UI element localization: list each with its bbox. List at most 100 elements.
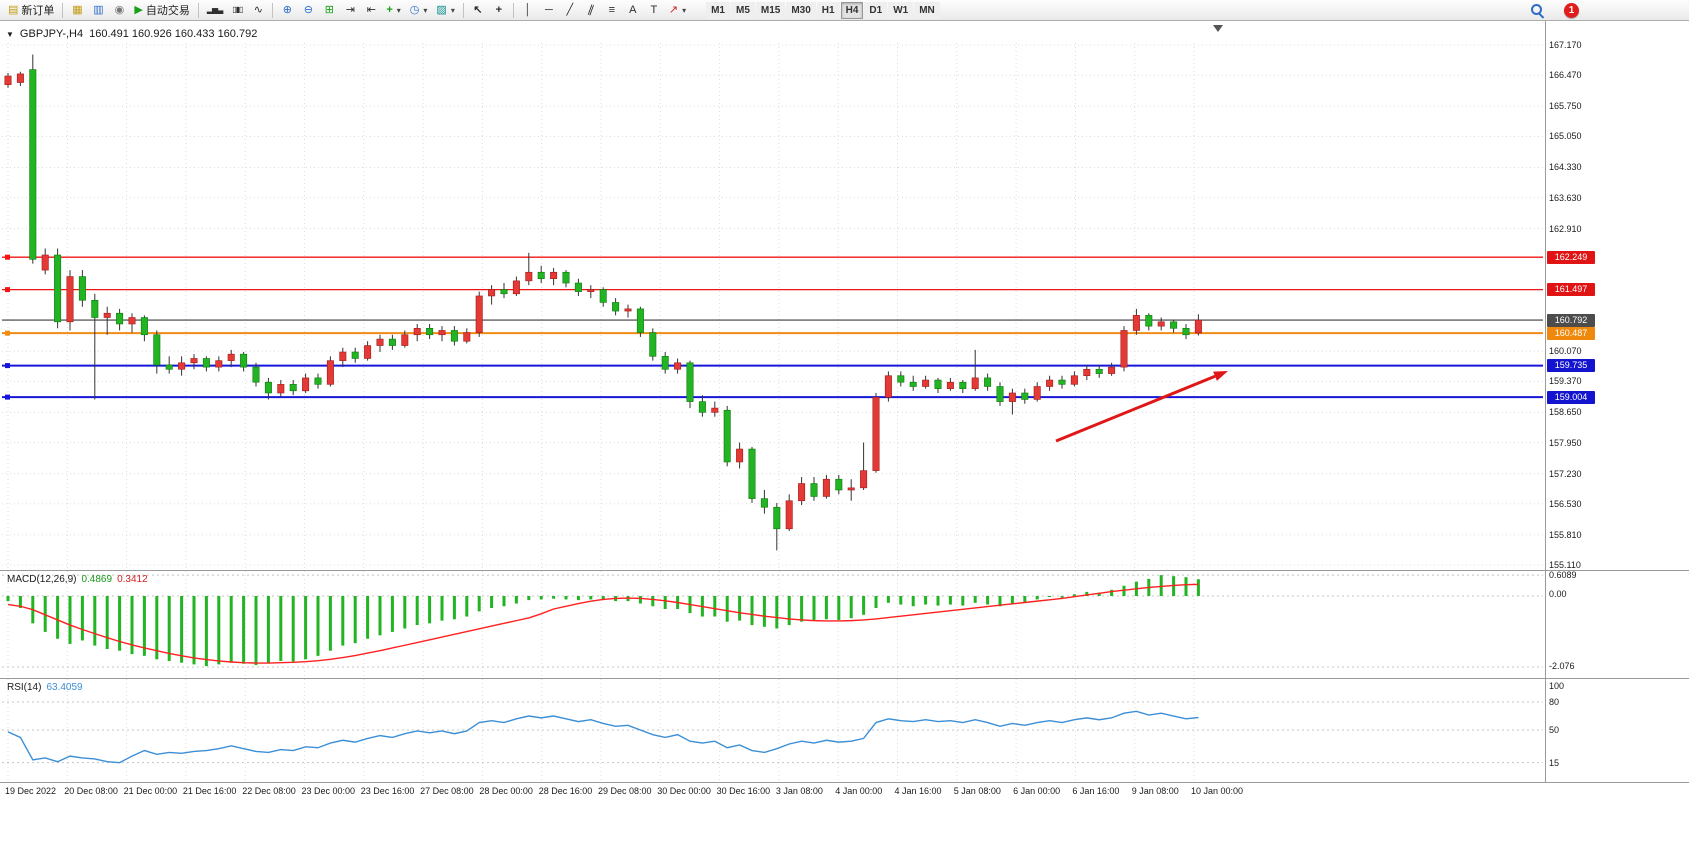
price-tick-label: 157.950 — [1549, 437, 1582, 448]
periods-button[interactable]: ◷ ▾ — [406, 1, 432, 19]
time-label: 19 Dec 2022 — [5, 786, 57, 796]
price-tick-label: 160.070 — [1549, 346, 1582, 357]
time-label: 30 Dec 16:00 — [716, 786, 771, 796]
price-tick-label: 162.910 — [1549, 223, 1582, 234]
channel-icon: ∥ — [586, 2, 596, 17]
line-chart-icon: ∿ — [253, 3, 263, 16]
timeframe-w1[interactable]: W1 — [888, 1, 914, 19]
time-label: 22 Dec 08:00 — [242, 786, 296, 796]
zoom-in-icon: ⊕ — [282, 3, 292, 16]
notification-badge[interactable]: 1 — [1564, 2, 1579, 18]
time-label: 9 Jan 08:00 — [1131, 786, 1179, 796]
grid — [2, 43, 1543, 569]
arrows-icon: ↗ — [668, 3, 679, 16]
timeframe-mn[interactable]: MN — [914, 1, 940, 19]
arrows-tool-button[interactable]: ↗ ▾ — [665, 1, 690, 19]
time-label: 4 Jan 00:00 — [835, 786, 883, 796]
zoom-out-icon: ⊖ — [303, 3, 313, 16]
timeframe-m30[interactable]: M30 — [786, 1, 816, 19]
chart-symbol-title: GBPJPY-,H4 — [19, 28, 84, 40]
zoom-in-button[interactable]: ⊕ — [277, 1, 297, 19]
price-tick-label: 164.330 — [1549, 162, 1582, 173]
horizontal-line-tool-button[interactable]: ─ — [539, 1, 559, 19]
auto-scroll-button[interactable]: ⇥ — [340, 1, 360, 19]
candles — [4, 54, 1202, 551]
search-button[interactable] — [1527, 1, 1548, 19]
chart-shift-button[interactable]: ⇤ — [361, 1, 381, 19]
price-tick-label: 165.050 — [1549, 131, 1582, 142]
time-label: 5 Jan 08:00 — [953, 786, 1001, 796]
label-tool-button[interactable]: T — [644, 1, 664, 19]
time-label: 28 Dec 16:00 — [538, 786, 593, 796]
terminal-button[interactable]: ◉ — [109, 1, 129, 19]
timeframe-d1[interactable]: D1 — [864, 1, 888, 19]
macd-label: MACD(12,26,9) 0.4869 0.3412 — [7, 574, 148, 585]
time-axis[interactable]: 19 Dec 2022 20 Dec 08:00 21 Dec 00:00 21 De… — [0, 783, 1689, 803]
toolbar-separator — [62, 2, 64, 18]
timeframe-m1[interactable]: M1 — [706, 1, 730, 19]
rsi-axis-label: 80 — [1549, 697, 1560, 707]
market-watch-button[interactable]: ▦ — [67, 1, 87, 19]
price-tick-label: 166.470 — [1549, 70, 1582, 81]
price-tick-label: 165.750 — [1549, 101, 1582, 112]
chevron-down-icon: ▾ — [450, 5, 455, 15]
rsi-value: 63.4059 — [46, 682, 83, 693]
price-badge: 159.735 — [1547, 359, 1595, 373]
time-label: 23 Dec 00:00 — [301, 786, 356, 796]
chart-shift-icon: ⇤ — [366, 3, 376, 16]
label-icon: T — [650, 3, 658, 16]
vertical-line-icon: │ — [524, 3, 532, 16]
periods-icon: ◷ — [409, 3, 420, 16]
trendline-tool-button[interactable]: ╱ — [560, 1, 580, 19]
new-order-button[interactable]: ▤ 新订单 — [4, 1, 58, 19]
cursor-icon: ↖ — [473, 3, 483, 16]
rsi-panel[interactable] — [0, 679, 1545, 783]
toolbar-separator — [462, 2, 464, 18]
data-window-button[interactable]: ▥ — [88, 1, 108, 19]
line-chart-button[interactable]: ∿ — [248, 1, 268, 19]
toolbar-separator — [272, 2, 274, 18]
terminal-icon: ◉ — [114, 3, 125, 16]
fibonacci-icon: ≡ — [608, 3, 616, 16]
fibonacci-tool-button[interactable]: ≡ — [602, 1, 622, 19]
price-tick-label: 156.530 — [1549, 498, 1582, 509]
macd-name: MACD(12,26,9) — [7, 574, 77, 585]
trend-arrow-annotation — [1055, 371, 1228, 443]
chart-ohlc-values: 160.491 160.926 160.433 160.792 — [89, 28, 258, 40]
price-axis[interactable]: 167.170 166.470 165.750 165.050 164.330 163.6… — [1546, 21, 1689, 783]
tile-windows-button[interactable]: ⊞ — [319, 1, 339, 19]
timeframe-h4[interactable]: H4 — [840, 1, 864, 19]
candle-chart-button[interactable]: ▯▮▯ — [227, 1, 247, 19]
time-label: 20 Dec 08:00 — [64, 786, 118, 796]
channel-tool-button[interactable]: ∥ — [581, 1, 601, 19]
crosshair-tool-button[interactable]: + — [489, 1, 509, 19]
text-tool-button[interactable]: A — [623, 1, 643, 19]
cursor-tool-button[interactable]: ↖ — [468, 1, 488, 19]
auto-scroll-icon: ⇥ — [345, 3, 355, 16]
bar-chart-button[interactable]: ▂▅▃ — [203, 1, 226, 19]
market-watch-icon: ▦ — [72, 3, 83, 16]
indicators-button[interactable]: + ▾ — [382, 1, 404, 19]
auto-trading-button[interactable]: ▶ 自动交易 — [130, 1, 193, 19]
horizontal-level-lines — [2, 254, 1543, 400]
rsi-axis-label: 50 — [1549, 725, 1560, 735]
templates-button[interactable]: ▨ ▾ — [432, 1, 458, 19]
panel-separator[interactable] — [0, 678, 1689, 679]
new-order-label: 新订单 — [21, 5, 55, 17]
time-label: 29 Dec 08:00 — [598, 786, 652, 796]
toolbar-separator — [512, 2, 514, 18]
timeframe-h1[interactable]: H1 — [816, 1, 840, 19]
price-chart[interactable] — [0, 21, 1545, 571]
zoom-out-button[interactable]: ⊖ — [298, 1, 318, 19]
price-tick-label: 158.650 — [1549, 407, 1582, 418]
timeframe-m5[interactable]: M5 — [730, 1, 755, 19]
chart-shift-marker — [1213, 25, 1223, 32]
macd-panel[interactable] — [0, 571, 1545, 679]
auto-trading-icon: ▶ — [134, 3, 143, 16]
chart-menu-caret-icon[interactable]: ▼ — [6, 29, 14, 39]
timeframe-m15[interactable]: M15 — [755, 1, 786, 19]
panel-separator[interactable] — [0, 570, 1689, 571]
price-tick-label: 159.370 — [1549, 376, 1582, 387]
vertical-line-tool-button[interactable]: │ — [518, 1, 538, 19]
